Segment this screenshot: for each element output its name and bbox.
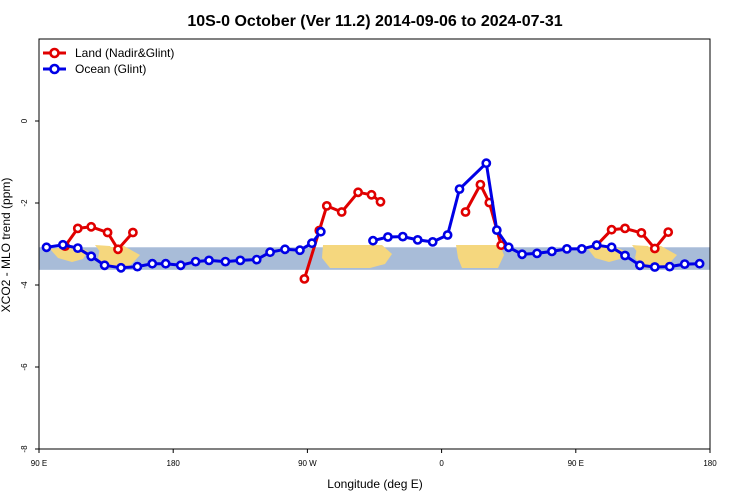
data-point xyxy=(562,243,572,254)
series-land xyxy=(60,179,674,284)
legend-label-ocean: Ocean (Glint) xyxy=(75,62,146,76)
data-point xyxy=(321,200,332,211)
data-point xyxy=(679,259,690,269)
data-point xyxy=(606,242,617,253)
data-point xyxy=(116,262,126,273)
data-point xyxy=(72,243,83,253)
data-point xyxy=(280,244,290,255)
data-point xyxy=(366,189,377,200)
data-point xyxy=(251,254,262,265)
data-point xyxy=(454,184,465,194)
data-point xyxy=(606,224,617,235)
data-point xyxy=(41,242,52,253)
legend: Land (Nadir&Glint) Ocean (Glint) xyxy=(43,46,174,76)
data-point xyxy=(113,244,123,255)
data-point xyxy=(147,258,158,269)
data-point xyxy=(636,227,647,238)
data-point xyxy=(576,243,587,254)
series-layer xyxy=(41,158,705,284)
x-tick-label: 0 xyxy=(439,459,444,468)
data-point xyxy=(132,261,143,272)
data-point xyxy=(503,242,514,253)
x-tick-label: 180 xyxy=(703,459,717,468)
y-tick-label: -2 xyxy=(20,199,29,207)
data-point xyxy=(547,246,557,257)
data-point xyxy=(442,230,453,240)
data-point xyxy=(663,227,674,237)
data-point xyxy=(294,245,305,256)
chart-title: 10S-0 October (Ver 11.2) 2014-09-06 to 2… xyxy=(187,13,562,30)
data-point xyxy=(694,258,705,269)
data-point xyxy=(353,187,363,198)
data-point xyxy=(99,260,110,271)
data-point xyxy=(375,196,386,207)
y-axis-label: XCO2 - MLO trend (ppm) xyxy=(0,178,13,313)
plot-frame xyxy=(38,38,711,450)
y-tick-label: -4 xyxy=(20,281,29,289)
data-point xyxy=(532,248,542,259)
data-point xyxy=(635,260,645,271)
data-point xyxy=(102,227,113,238)
data-point xyxy=(475,179,486,190)
data-point xyxy=(591,240,602,251)
data-point xyxy=(664,261,675,272)
y-tick-label: 0 xyxy=(20,118,29,123)
data-point xyxy=(299,273,310,284)
data-point xyxy=(491,225,502,235)
x-tick-label: 90 E xyxy=(31,459,47,468)
x-tick-label: 180 xyxy=(167,459,181,468)
data-point xyxy=(336,207,347,217)
data-point xyxy=(481,158,492,169)
data-point xyxy=(127,227,138,238)
data-point xyxy=(235,255,246,266)
data-point xyxy=(427,236,438,247)
y-tick-label: -8 xyxy=(20,445,29,453)
data-point xyxy=(649,243,660,254)
data-point xyxy=(220,256,231,267)
data-point xyxy=(382,232,393,242)
data-point xyxy=(58,239,68,250)
data-point xyxy=(72,223,83,234)
data-point xyxy=(204,255,214,266)
land-shape-south-america xyxy=(322,245,392,268)
x-axis-label: Longitude (deg E) xyxy=(327,477,422,491)
data-point xyxy=(649,262,660,272)
legend-label-land: Land (Nadir&Glint) xyxy=(75,46,174,60)
data-point xyxy=(517,249,527,260)
data-point xyxy=(190,256,201,267)
data-point xyxy=(315,226,326,237)
data-point xyxy=(86,251,97,262)
data-point xyxy=(368,235,378,246)
axes-layer: 90 E 180 90 W 0 90 E 180 0 -2 -4 -6 -8 xyxy=(20,118,717,468)
data-point xyxy=(620,250,630,261)
legend-marker-land xyxy=(49,47,60,59)
data-point xyxy=(412,234,423,245)
data-point xyxy=(86,221,97,232)
data-point xyxy=(460,207,471,217)
x-tick-label: 90 E xyxy=(568,459,584,468)
data-point xyxy=(306,238,317,249)
y-tick-label: -6 xyxy=(20,363,29,371)
series-ocean xyxy=(41,158,705,273)
land-shape-africa xyxy=(456,245,504,268)
data-point xyxy=(175,260,186,271)
data-point xyxy=(160,258,171,269)
data-point xyxy=(397,231,408,242)
data-point xyxy=(620,223,630,234)
data-point xyxy=(265,247,275,258)
legend-marker-ocean xyxy=(49,63,60,75)
land-shape-australia-2 xyxy=(635,246,677,268)
x-tick-label: 90 W xyxy=(298,459,317,468)
